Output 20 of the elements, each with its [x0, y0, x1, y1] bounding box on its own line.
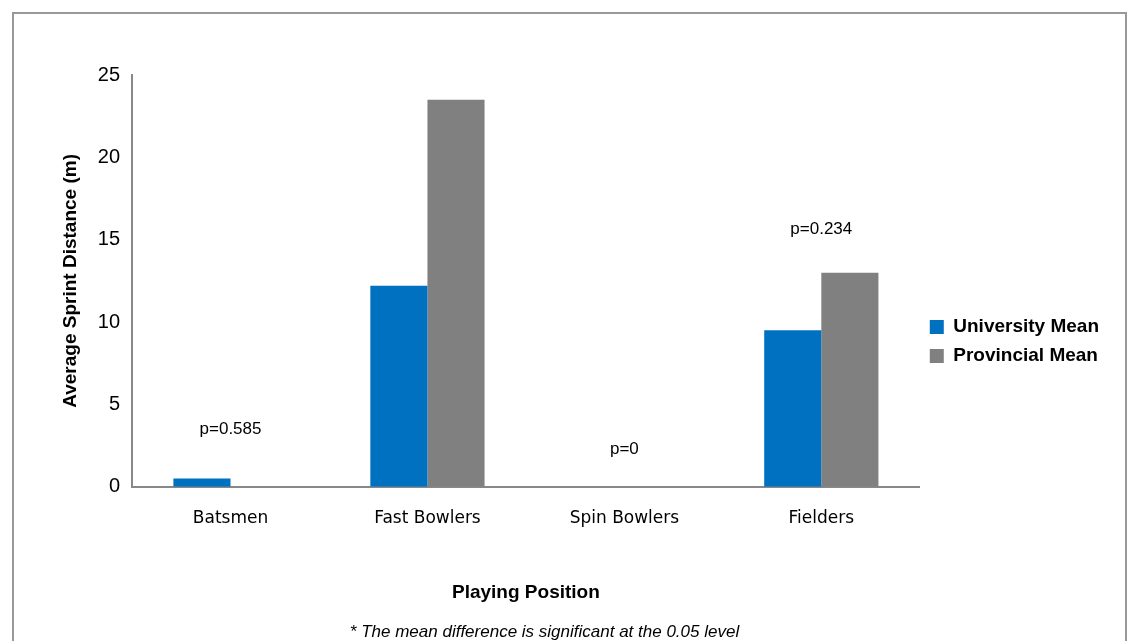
y-tick-label: 0 [108, 474, 121, 497]
y-tick-label: 20 [97, 144, 121, 167]
legend-label: Provincial Mean [953, 344, 1098, 366]
annotation: p=0.234 [790, 219, 853, 239]
legend-label: University Mean [953, 315, 1100, 337]
y-tick-label: 15 [97, 227, 121, 250]
y-axis-title: Average Sprint Distance (m) [58, 154, 80, 408]
bar [764, 330, 822, 487]
x-tick-label: Fielders [788, 507, 855, 528]
annotation: p=0 [609, 439, 639, 459]
x-tick-label: Fast Bowlers [374, 507, 481, 528]
bar [370, 285, 428, 487]
x-tick-label: Spin Bowlers [569, 507, 680, 528]
x-axis-title: Playing Position [452, 580, 600, 602]
y-tick-label: 10 [97, 309, 121, 332]
y-tick-label: 5 [108, 391, 121, 414]
x-tick-label: Batsmen [192, 507, 269, 528]
y-tick-label: 25 [97, 62, 121, 85]
annotation: p=0.585 [199, 418, 262, 438]
text: * The mean difference is significant at the 0.05 level [349, 622, 741, 642]
